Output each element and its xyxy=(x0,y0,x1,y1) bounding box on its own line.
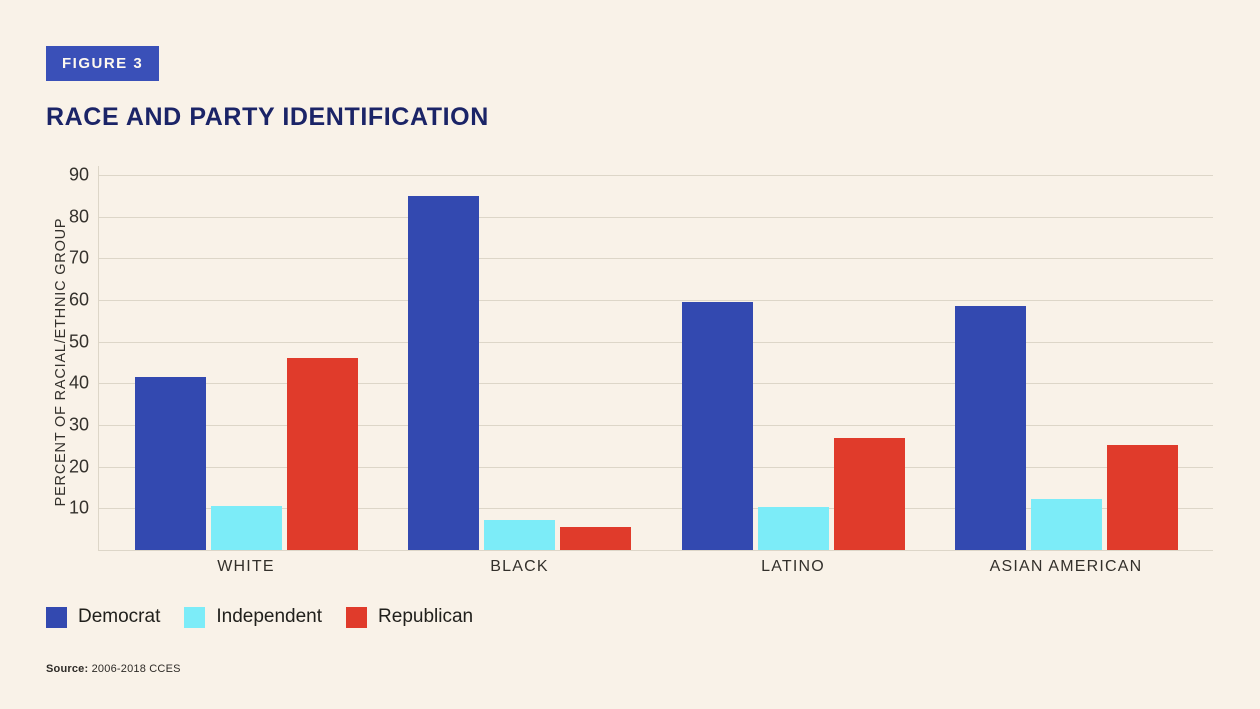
bar-republican-black xyxy=(560,527,631,550)
y-tick-label-60: 60 xyxy=(68,289,89,310)
legend-label-republican: Republican xyxy=(378,606,474,627)
gridline-10 xyxy=(98,508,1213,510)
gridline-50 xyxy=(98,341,1213,343)
x-category-label-latino: LATINO xyxy=(761,558,825,575)
bar-independent-white xyxy=(210,506,282,550)
bar-democrat-white xyxy=(134,377,206,550)
y-tick-label-50: 50 xyxy=(68,331,89,352)
bar-republican-asian-american xyxy=(1106,444,1178,550)
bar-independent-black xyxy=(484,519,555,550)
legend-item-republican: Republican xyxy=(346,606,473,628)
source-text: 2006-2018 CCES xyxy=(88,663,181,675)
source-note: Source: 2006-2018 CCES xyxy=(46,663,181,675)
plot-area: 10 20 30 40 50 60 70 80 90 WHITE BLACK LATINO ASIAN … xyxy=(69,165,1213,575)
y-tick-label-10: 10 xyxy=(68,497,89,518)
x-category-label-asian-american: ASIAN AMERICAN xyxy=(989,558,1143,575)
gridline-70 xyxy=(98,258,1213,260)
y-axis-title: PERCENT OF RACIAL/ETHNIC GROUP xyxy=(53,217,69,507)
gridline-60 xyxy=(98,300,1213,301)
bar-independent-asian-american xyxy=(1030,499,1102,550)
y-tick-label-20: 20 xyxy=(68,456,89,477)
legend: Democrat Independent Republican xyxy=(46,606,473,628)
x-category-label-white: WHITE xyxy=(217,558,275,575)
bar-democrat-latino xyxy=(681,302,753,550)
bar-democrat-black xyxy=(408,195,479,550)
x-axis-baseline xyxy=(98,550,1213,551)
bar-republican-latino xyxy=(833,437,905,550)
bar-independent-latino xyxy=(757,507,829,550)
source-label: Source: xyxy=(46,663,89,675)
figure-badge: FIGURE 3 xyxy=(46,46,160,81)
gridline-30 xyxy=(98,425,1213,426)
y-tick-label-90: 90 xyxy=(68,164,89,185)
legend-label-democrat: Democrat xyxy=(78,606,161,627)
figure-title: RACE AND PARTY IDENTIFICATION xyxy=(46,103,489,131)
y-tick-label-40: 40 xyxy=(68,372,89,393)
y-tick-label-70: 70 xyxy=(68,247,89,268)
bar-republican-white xyxy=(286,358,358,550)
legend-item-democrat: Democrat xyxy=(46,606,160,628)
figure-badge-label: FIGURE 3 xyxy=(62,55,144,72)
gridline-80 xyxy=(98,216,1213,218)
bar-democrat-asian-american xyxy=(954,306,1026,550)
gridline-20 xyxy=(98,466,1213,468)
legend-label-independent: Independent xyxy=(216,606,323,627)
gridline-90 xyxy=(98,175,1213,176)
y-axis-line xyxy=(98,166,99,550)
legend-swatch-democrat xyxy=(46,606,67,628)
legend-item-independent: Independent xyxy=(184,606,322,628)
legend-swatch-republican xyxy=(346,606,368,628)
y-tick-label-30: 30 xyxy=(68,414,89,435)
gridline-40 xyxy=(98,383,1213,385)
legend-swatch-independent xyxy=(184,606,206,628)
y-tick-label-80: 80 xyxy=(68,206,89,227)
x-category-label-black: BLACK xyxy=(490,558,549,575)
